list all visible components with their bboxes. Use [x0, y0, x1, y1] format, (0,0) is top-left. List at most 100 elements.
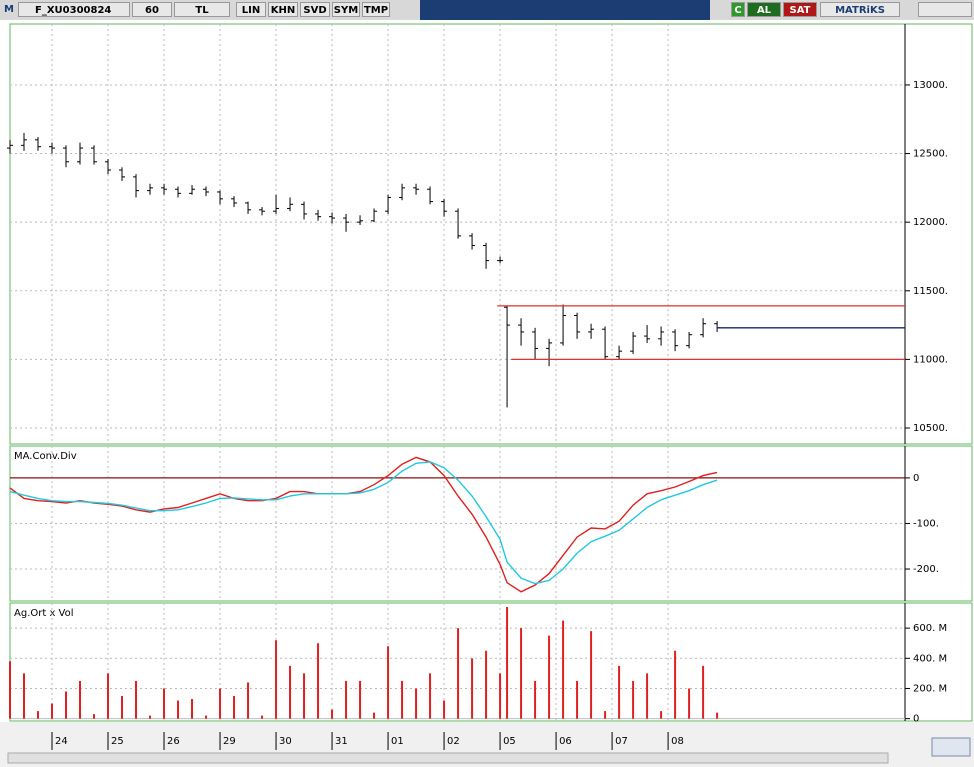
volume-bar: [646, 673, 649, 719]
nav-buttons[interactable]: [931, 737, 971, 757]
volume-bar: [107, 673, 110, 719]
y-tick-label: 0: [913, 473, 919, 484]
y-tick-label: 11500.: [913, 286, 948, 297]
volume-bar: [163, 688, 166, 719]
toolbar-band: [420, 0, 710, 20]
volume-bar: [93, 714, 96, 719]
volume-bar: [499, 673, 502, 719]
volume-bar: [576, 680, 579, 719]
y-tick-label: 10500.: [913, 423, 948, 434]
volume-bar: [247, 682, 250, 719]
volume-bar: [345, 680, 348, 719]
x-tick-label: 05: [503, 736, 516, 747]
x-tick-label: 02: [447, 736, 460, 747]
x-tick-label: 25: [111, 736, 124, 747]
volume-bar: [177, 700, 180, 719]
series-line: [9, 456, 718, 593]
volume-bar: [65, 691, 68, 719]
volume-bar: [373, 712, 376, 719]
volume-bar: [688, 688, 691, 719]
volume-bar: [485, 650, 488, 719]
volume-bar: [401, 680, 404, 719]
volume-bar: [632, 680, 635, 719]
volume-bar: [191, 699, 194, 719]
panel-title: MA.Conv.Div: [14, 451, 77, 462]
volume-bar: [716, 712, 719, 719]
button[interactable]: LIN: [236, 2, 266, 17]
volume-bar: [359, 680, 362, 719]
panel-frame: [9, 23, 973, 445]
volume-bar: [9, 661, 11, 719]
y-tick-label: -200.: [913, 564, 939, 575]
window-buttons[interactable]: [918, 2, 972, 17]
y-tick-label: 13000.: [913, 80, 948, 91]
x-tick-label: 06: [559, 736, 572, 747]
toolbar: M F_XU0300824 60 TL LIN KHN SVD SYM TMP …: [0, 0, 974, 20]
volume-bar: [674, 650, 677, 719]
period[interactable]: 60: [132, 2, 172, 17]
volume-bar: [387, 646, 390, 719]
volume-bar: [135, 680, 138, 719]
button[interactable]: SVD: [300, 2, 330, 17]
status: C: [731, 2, 745, 17]
logo: M: [4, 4, 14, 15]
sell-button[interactable]: SAT: [783, 2, 817, 17]
volume-bar: [590, 631, 593, 719]
volume-bar: [233, 696, 236, 719]
volume-bar: [660, 711, 663, 719]
x-tick-label: 29: [223, 736, 236, 747]
y-tick-label: 600. M: [913, 623, 947, 634]
brand: MATRiKS: [820, 2, 900, 17]
x-tick-label: 26: [167, 736, 180, 747]
series-line: [9, 461, 718, 585]
volume-bar: [317, 643, 320, 719]
volume-bar: [23, 673, 26, 719]
volume-bar: [506, 607, 509, 719]
volume-bar: [702, 665, 705, 719]
volume-bar: [471, 658, 474, 719]
y-tick-label: 11000.: [913, 354, 948, 365]
y-tick-label: 12500.: [913, 149, 948, 160]
volume-bar: [149, 715, 152, 719]
volume-bar: [51, 703, 54, 719]
y-tick-label: 0: [913, 714, 919, 725]
volume-bar: [562, 620, 565, 719]
volume-bar: [121, 696, 124, 719]
volume-bar: [548, 635, 551, 719]
volume-bar: [289, 665, 292, 719]
panel-frame: [9, 602, 973, 722]
x-tick-label: 24: [55, 736, 68, 747]
volume-bar: [37, 711, 40, 719]
y-tick-label: 400. M: [913, 653, 947, 664]
volume-bar: [604, 711, 607, 719]
x-tick-label: 01: [391, 736, 404, 747]
volume-bar: [520, 628, 523, 719]
currency[interactable]: TL: [174, 2, 230, 17]
button[interactable]: SYM: [332, 2, 360, 17]
volume-bar: [415, 688, 418, 719]
volume-bar: [443, 700, 446, 719]
volume-bar: [618, 665, 621, 719]
volume-bar: [261, 715, 264, 719]
volume-bar: [457, 628, 460, 719]
buy-button[interactable]: AL: [747, 2, 781, 17]
volume-bar: [275, 640, 278, 719]
x-tick-label: 07: [615, 736, 628, 747]
volume-bar: [79, 680, 82, 719]
symbol[interactable]: F_XU0300824: [18, 2, 130, 17]
scrollbar[interactable]: [7, 752, 889, 764]
x-tick-label: 31: [335, 736, 348, 747]
x-tick-label: 30: [279, 736, 292, 747]
volume-bar: [219, 688, 222, 719]
y-tick-label: -100.: [913, 518, 939, 529]
chart: 10500. 11000. 11500. 12000. 12500. 13000. MA.C…: [0, 23, 974, 767]
volume-bar: [205, 715, 208, 719]
button[interactable]: KHN: [268, 2, 298, 17]
x-tick-label: 08: [671, 736, 684, 747]
button[interactable]: TMP: [362, 2, 390, 17]
volume-bar: [429, 673, 432, 719]
panel-title: Ag.Ort x Vol: [14, 608, 74, 619]
volume-bar: [303, 673, 306, 719]
